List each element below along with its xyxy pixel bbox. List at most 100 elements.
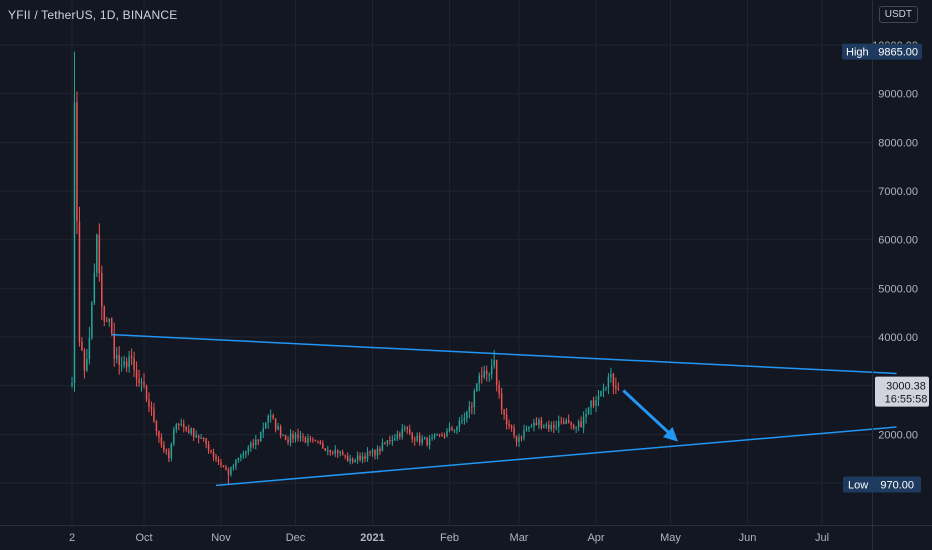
chart-grid: [0, 0, 872, 525]
candle-body: [426, 437, 428, 445]
time-tick-label: 2: [69, 532, 75, 544]
candle-body: [463, 418, 466, 421]
candle-body: [617, 388, 620, 390]
currency-badge[interactable]: USDT: [878, 6, 918, 23]
last-price-box: [875, 376, 929, 407]
candle-body: [446, 430, 448, 437]
time-tick-label: Mar: [510, 532, 529, 544]
time-tick-label: Nov: [211, 532, 231, 544]
time-tick-label: May: [660, 532, 681, 544]
candle-body: [83, 350, 86, 371]
high-label-box: [842, 43, 922, 60]
candle-body: [93, 272, 96, 303]
price-tick-label: 8000.00: [878, 137, 918, 149]
candle-body: [135, 369, 138, 379]
candle-body: [409, 429, 411, 434]
candle-body: [195, 435, 197, 438]
candle-body: [493, 359, 495, 366]
time-tick-label: 2021: [360, 532, 384, 544]
candle-body: [364, 456, 366, 459]
candle-body: [274, 418, 277, 430]
candle-body: [545, 424, 548, 427]
candle-body: [490, 365, 493, 375]
candle-body: [577, 421, 580, 428]
candle-body: [163, 444, 165, 451]
trendline[interactable]: [111, 333, 897, 375]
candle-body: [448, 427, 451, 431]
candle-body: [170, 443, 173, 459]
candle-body: [309, 438, 312, 440]
candle-body: [339, 451, 341, 454]
candle-body: [250, 443, 252, 448]
candle-body: [217, 459, 220, 463]
candle-body: [272, 415, 274, 419]
arrow-shaft[interactable]: [622, 389, 673, 437]
candle-body: [416, 435, 418, 441]
candle-body: [332, 452, 334, 454]
candle-body: [438, 434, 441, 436]
candle-body: [600, 390, 602, 396]
time-axis[interactable]: 2 Oct Nov Dec 2021 Feb Mar Apr May Jun Jul: [0, 525, 932, 545]
candle-body: [476, 383, 478, 391]
candle-body: [235, 460, 237, 467]
candle-body: [252, 443, 255, 445]
candle-body: [324, 448, 327, 452]
candle-body: [262, 428, 264, 433]
candle-body: [110, 318, 113, 334]
candle-body: [205, 438, 207, 444]
candle-body: [473, 390, 476, 408]
candle-body: [237, 457, 240, 461]
candle-body: [567, 420, 570, 423]
candle-body: [284, 435, 287, 440]
time-tick-label: Oct: [135, 532, 152, 544]
candle-body: [202, 437, 205, 439]
last-price-text: 3000.38: [886, 381, 926, 393]
candle-body: [379, 448, 381, 452]
candle-body: [570, 422, 572, 426]
candle-body: [401, 428, 404, 437]
candle-body: [78, 221, 81, 343]
candle-body: [317, 441, 319, 443]
candle-body: [192, 428, 195, 438]
candle-body: [130, 356, 133, 359]
candle-body: [98, 234, 101, 274]
price-tick-label: 6000.00: [878, 235, 918, 247]
candle-body: [607, 376, 610, 388]
countdown-text: 16:55:58: [885, 394, 928, 406]
candle-body: [173, 429, 175, 444]
candle-body: [200, 437, 202, 439]
candle-body: [361, 456, 364, 460]
candle-body: [428, 438, 431, 445]
candle-body: [314, 440, 317, 442]
candle-body: [123, 361, 125, 365]
candle-body: [336, 449, 339, 454]
trendline[interactable]: [215, 426, 897, 487]
candle-body: [292, 433, 294, 440]
candle-body: [168, 450, 170, 459]
candle-body: [143, 381, 145, 386]
symbol-title[interactable]: YFII / TetherUS, 1D, BINANCE: [8, 8, 178, 22]
candle-body: [413, 439, 416, 441]
candle-body: [471, 406, 473, 408]
candle-body: [553, 424, 555, 428]
price-axis[interactable]: 10000.009000.008000.007000.006000.005000…: [872, 0, 918, 550]
candle-body: [456, 427, 458, 431]
candle-body: [277, 426, 279, 430]
candle-body: [96, 234, 98, 273]
candle-body: [175, 424, 178, 430]
candle-body: [349, 458, 351, 461]
candle-body: [259, 432, 262, 442]
candle-body: [406, 427, 409, 430]
candle-body: [483, 370, 485, 377]
candle-body: [106, 320, 108, 322]
candle-body: [245, 451, 247, 454]
low-label-box: [843, 476, 921, 493]
candle-body: [610, 374, 612, 377]
candle-body: [212, 452, 215, 457]
candle-body: [81, 342, 83, 351]
candle-body: [565, 420, 567, 425]
candle-body: [520, 437, 523, 439]
candle-body: [322, 443, 324, 449]
arrow-head[interactable]: [662, 426, 678, 442]
